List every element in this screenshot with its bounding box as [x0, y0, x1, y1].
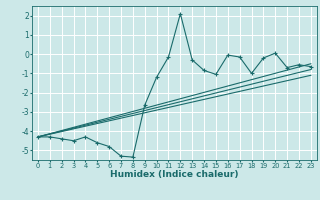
X-axis label: Humidex (Indice chaleur): Humidex (Indice chaleur) [110, 170, 239, 179]
